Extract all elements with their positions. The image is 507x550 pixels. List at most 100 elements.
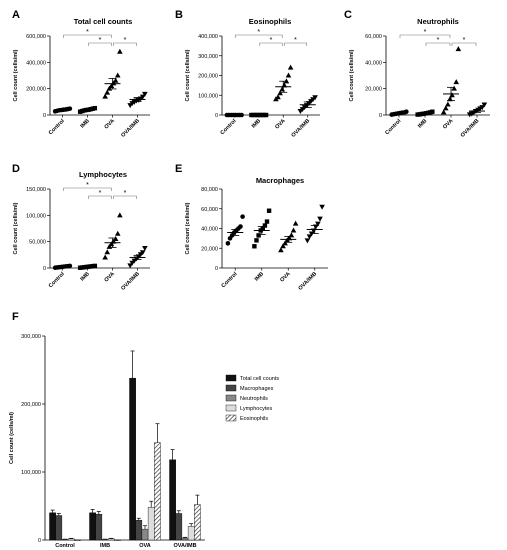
significance-label: * [437, 37, 440, 44]
panel-letter: D [12, 163, 20, 175]
x-tick-label: OVA [104, 271, 116, 283]
y-tick-label: 400,000 [198, 34, 218, 40]
data-point [315, 221, 321, 227]
y-tick-label: 300,000 [198, 54, 218, 60]
data-point [430, 109, 435, 114]
chart-title: Eosinophils [249, 17, 292, 26]
data-point [240, 214, 245, 219]
y-axis-label: Cell count (cells/ml) [13, 202, 19, 254]
data-point [455, 46, 462, 52]
x-tick-label: OVA [279, 271, 291, 283]
x-tick-label: OVA/IMB [460, 118, 481, 139]
data-point [256, 233, 261, 238]
significance-bracket [451, 42, 477, 46]
significance-label: * [124, 37, 127, 44]
significance-label: * [463, 37, 466, 44]
panel-letter: F [12, 311, 19, 323]
significance-bracket [113, 195, 137, 199]
chart-title: Total cell counts [74, 17, 133, 26]
bar [141, 528, 149, 541]
data-point [290, 227, 297, 233]
bar [67, 538, 75, 541]
bar [55, 515, 63, 541]
significance-label: * [294, 37, 297, 44]
data-point [445, 101, 451, 107]
data-point [117, 48, 123, 54]
data-point [287, 64, 294, 70]
data-point [292, 220, 299, 226]
data-point [451, 85, 457, 91]
y-tick-label: 400,000 [26, 60, 46, 66]
data-point [262, 223, 268, 228]
panel-letter: E [175, 163, 182, 175]
panel-a: A Total cell counts Cell count (cells/ml) 0… [12, 9, 150, 139]
significance-label: * [424, 29, 427, 36]
significance-bracket [283, 42, 308, 46]
bar [147, 507, 155, 541]
legend-label: Macrophages [240, 386, 274, 392]
y-tick-label: 200,000 [21, 402, 41, 408]
bar [129, 377, 136, 541]
data-point [280, 243, 286, 249]
x-tick-label: Control [48, 271, 66, 289]
y-tick-label: 150,000 [26, 187, 46, 193]
panel-letter: C [344, 9, 352, 21]
data-point [104, 89, 111, 95]
x-tick-label: Control [384, 118, 402, 136]
x-tick-label: IMB [100, 543, 110, 549]
y-axis-label: Cell count (cells/ml) [9, 412, 15, 464]
y-tick-label: 20,000 [201, 246, 218, 252]
y-tick-label: 100,000 [26, 213, 46, 219]
x-tick-label: OVA [104, 118, 116, 130]
bar [74, 539, 81, 541]
y-tick-label: 100,000 [21, 470, 41, 476]
data-point [277, 90, 283, 96]
data-point [449, 92, 455, 98]
bar [175, 513, 183, 541]
bar [107, 538, 115, 541]
data-point [139, 250, 146, 256]
y-axis-label: Cell count (cells/ml) [185, 202, 191, 254]
y-tick-label: 600,000 [26, 34, 46, 40]
bar [135, 520, 143, 541]
data-point [127, 263, 133, 269]
data-point [104, 249, 111, 255]
legend-swatch [225, 384, 237, 392]
data-point [404, 109, 409, 115]
significance-bracket [63, 34, 112, 38]
y-tick-label: 40,000 [201, 227, 218, 233]
data-point [440, 109, 447, 115]
significance-label: * [270, 37, 273, 44]
x-tick-label: Control [55, 543, 75, 549]
panel-c: C Neutrophils Cell count (cells/ml) 0 20,000… [344, 9, 490, 139]
y-tick-label: 40,000 [365, 60, 382, 66]
legend-swatch [225, 414, 237, 422]
significance-bracket [425, 42, 451, 46]
y-tick-label: 60,000 [365, 34, 382, 40]
x-tick-label: OVA/IMB [298, 271, 319, 292]
bar [49, 512, 56, 541]
data-point [442, 105, 449, 111]
data-point [275, 94, 281, 100]
data-point [112, 236, 119, 242]
data-point [67, 106, 73, 111]
data-point [114, 230, 121, 236]
x-tick-label: IMB [417, 118, 428, 129]
y-axis-label: Cell count (cells/ml) [349, 49, 355, 101]
significance-label: * [86, 29, 89, 36]
y-tick-label: 20,000 [365, 87, 382, 93]
significance-bracket [259, 42, 283, 46]
y-tick-label: 80,000 [201, 187, 218, 193]
chart-title: Macrophages [256, 176, 304, 185]
y-tick-label: 0 [379, 113, 382, 119]
x-tick-label: OVA [274, 118, 286, 130]
data-point [285, 72, 292, 78]
panel-f: F Cell count (cells/ml) 0 100,000 200,000 300… [9, 311, 279, 549]
panel-e: E Macrophages Cell count (cells/ml) 0 20,000… [175, 163, 328, 292]
y-tick-label: 50,000 [29, 240, 46, 246]
significance-label: * [257, 29, 260, 36]
data-point [304, 238, 311, 244]
significance-bracket [63, 187, 112, 191]
bar [154, 442, 161, 541]
data-point [238, 224, 243, 229]
